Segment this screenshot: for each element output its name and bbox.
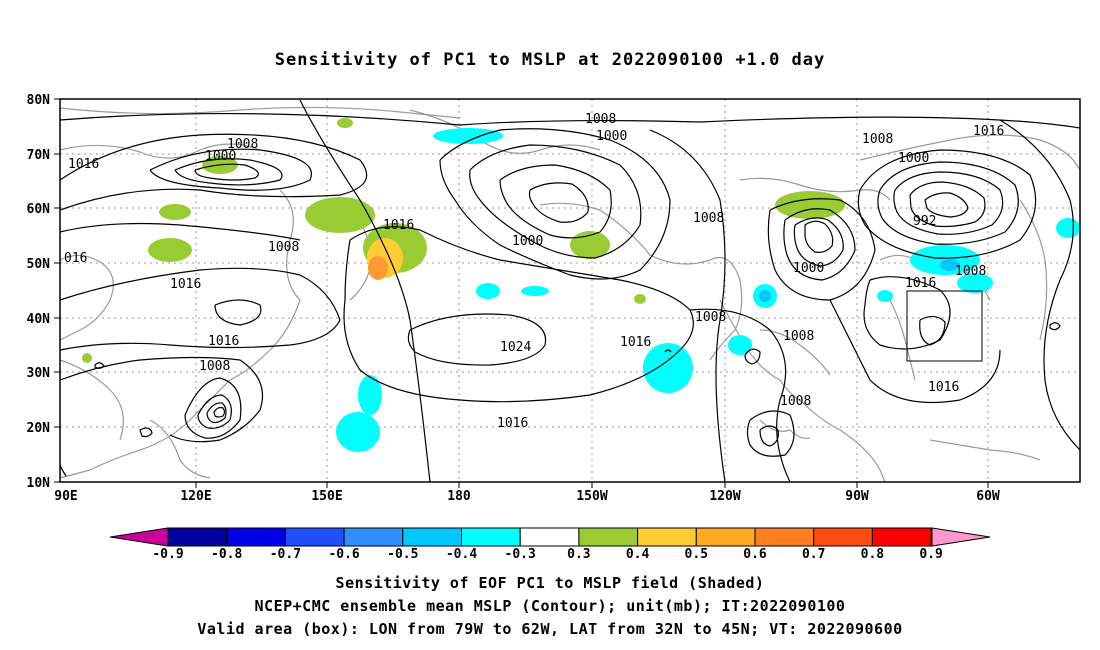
contour-label: 1000: [793, 261, 824, 276]
contour-label: 1008: [780, 394, 811, 409]
colorbar-label: 0.6: [743, 547, 767, 562]
lat-label: 60N: [27, 202, 51, 217]
colorbar-box: [343, 527, 404, 547]
colorbar-label: -0.4: [446, 547, 477, 562]
contour-label: 1008: [585, 112, 616, 127]
strong-positive-shading: [368, 256, 388, 280]
contour-label: 1016: [497, 416, 528, 431]
contour-label: 1008: [227, 137, 258, 152]
colorbar-box: [871, 527, 932, 547]
colorbar-box: [519, 527, 580, 547]
lon-label: 120W: [709, 489, 740, 504]
colorbar-box: [167, 527, 228, 547]
colorbar-high-end-triangle: [931, 527, 991, 547]
contour-label: 1016: [973, 124, 1004, 139]
colorbar-box: [226, 527, 286, 547]
contour-label: 1016: [170, 277, 201, 292]
lat-label: 80N: [27, 93, 51, 108]
lon-label: 90W: [845, 489, 869, 504]
contour-label: 1008: [862, 132, 893, 147]
contour-label: 1008: [693, 211, 724, 226]
lon-label: 60W: [976, 489, 1000, 504]
colorbar-label: -0.3: [505, 547, 536, 562]
colorbar-label: -0.6: [328, 547, 359, 562]
lat-label: 30N: [27, 366, 51, 381]
lat-label: 20N: [27, 421, 51, 436]
contour-label: 1000: [596, 129, 627, 144]
colorbar-box: [813, 527, 873, 547]
lat-label: 40N: [27, 312, 51, 327]
contour-labels: 1008 1000 1016 1008 1000 1008 1016 1000 …: [64, 112, 1004, 431]
lat-label: 50N: [27, 257, 51, 272]
colorbar-label: 0.9: [919, 547, 942, 562]
contour-label: 1016: [905, 276, 936, 291]
contour-label: 1008: [695, 310, 726, 325]
contour-label: 1016: [383, 218, 414, 233]
contour-label: 1008: [955, 264, 986, 279]
colorbar-label: -0.5: [387, 547, 418, 562]
colorbar-label: 0.3: [567, 547, 590, 562]
contour-label: 1016: [620, 335, 651, 350]
lat-label: 10N: [27, 476, 51, 491]
contour-label: 1008: [783, 329, 814, 344]
colorbar-box: [461, 527, 521, 547]
stronger-negative-shading: [759, 259, 960, 302]
map-border: [59, 98, 1081, 483]
latitude-labels: 10N 20N 30N 40N 50N 60N 70N 80N: [27, 93, 51, 491]
contour-label: 1016: [928, 380, 959, 395]
colorbar-label: 0.5: [685, 547, 708, 562]
colorbar-labels: -0.9 -0.8 -0.7 -0.6 -0.5 -0.4 -0.3 0.3 0.4 0.5 0.6…: [152, 547, 942, 562]
mslp-contours: [59, 99, 1081, 483]
contour-label: 1000: [205, 149, 236, 164]
colorbar-label: -0.8: [211, 547, 242, 562]
lon-label: 150W: [576, 489, 607, 504]
contour-label: 1016: [68, 157, 99, 172]
contour-label: 1000: [898, 151, 929, 166]
lon-label: 90E: [54, 489, 77, 504]
coastlines: [59, 106, 1081, 483]
colorbar-label: -0.7: [270, 547, 301, 562]
lon-label: 150E: [311, 489, 342, 504]
latitude-ticks: [54, 98, 60, 483]
contour-label: 1000: [512, 234, 543, 249]
colorbar-label: 0.7: [802, 547, 825, 562]
colorbar-box: [754, 527, 815, 547]
colorbar-label: -0.9: [152, 547, 183, 562]
colorbar-box: [402, 527, 462, 547]
lat-label: 70N: [27, 148, 51, 163]
colorbar-box: [637, 527, 697, 547]
colorbar: -0.9 -0.8 -0.7 -0.6 -0.5 -0.4 -0.3 0.3 0.4 0.5 0.6…: [109, 527, 991, 562]
colorbar-low-end-triangle: [109, 527, 169, 547]
grid-lines: [60, 99, 1080, 482]
lon-label: 120E: [180, 489, 211, 504]
contour-label: 992: [913, 214, 936, 229]
caption-line-3: Valid area (box): LON from 79W to 62W, L…: [197, 620, 903, 638]
contour-label: 1008: [268, 240, 299, 255]
colorbar-label: 0.4: [626, 547, 650, 562]
contour-label: 1016: [208, 334, 239, 349]
caption-line-1: Sensitivity of EOF PC1 to MSLP field (Sh…: [335, 574, 765, 592]
colorbar-boxes: [167, 527, 932, 547]
longitude-ticks: [195, 482, 989, 488]
colorbar-box: [695, 527, 756, 547]
longitude-labels: 90E 120E 150E 180 150W 120W 90W 60W: [54, 489, 1000, 504]
map-title: Sensitivity of PC1 to MSLP at 2022090100…: [274, 50, 826, 70]
colorbar-label: 0.8: [861, 547, 885, 562]
colorbar-box: [284, 527, 345, 547]
valid-area-box: [906, 290, 983, 362]
contour-label: 1008: [199, 359, 230, 374]
lon-label: 180: [447, 489, 471, 504]
caption-line-2: NCEP+CMC ensemble mean MSLP (Contour); u…: [254, 597, 846, 615]
colorbar-box: [578, 527, 639, 547]
contour-label: 1024: [500, 340, 531, 355]
contour-label: 016: [64, 251, 87, 266]
